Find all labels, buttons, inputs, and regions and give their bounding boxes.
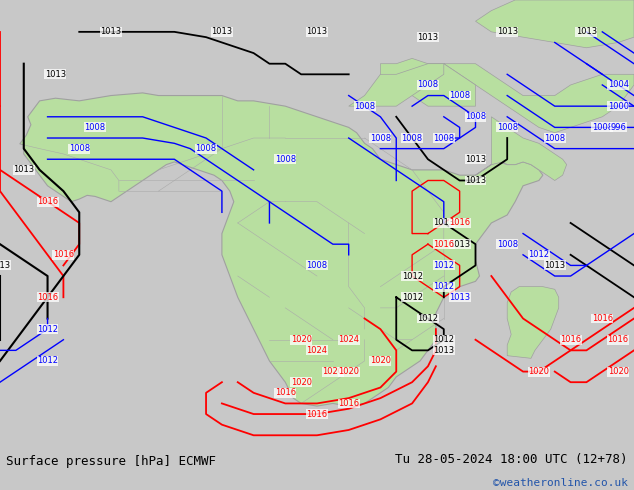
Text: 1008: 1008 — [370, 133, 391, 143]
Text: 1012: 1012 — [433, 335, 455, 344]
Text: 1012: 1012 — [401, 293, 423, 302]
Text: 1016: 1016 — [592, 314, 613, 323]
Text: 1016: 1016 — [306, 410, 328, 418]
Polygon shape — [476, 0, 634, 48]
Text: 1012: 1012 — [528, 250, 550, 259]
Text: 1013: 1013 — [417, 33, 439, 42]
Text: 1016: 1016 — [37, 293, 58, 302]
Text: 1012: 1012 — [433, 282, 455, 291]
Text: 1013: 1013 — [45, 70, 66, 79]
Text: 1012: 1012 — [417, 314, 439, 323]
Text: 1020: 1020 — [338, 367, 359, 376]
Text: 1008: 1008 — [496, 240, 518, 249]
Text: 1013: 1013 — [211, 27, 233, 36]
Text: 1013: 1013 — [13, 165, 34, 174]
Text: 1008: 1008 — [68, 144, 90, 153]
Text: 1020: 1020 — [370, 356, 391, 366]
Text: 1008: 1008 — [354, 101, 375, 111]
Text: 1008: 1008 — [465, 112, 486, 122]
Polygon shape — [412, 64, 634, 133]
Text: 1013: 1013 — [465, 176, 486, 185]
Text: 1008: 1008 — [496, 123, 518, 132]
Text: 1008: 1008 — [401, 133, 423, 143]
Text: 1013: 1013 — [0, 261, 11, 270]
Text: 1000: 1000 — [607, 101, 629, 111]
Text: 1016: 1016 — [338, 399, 359, 408]
Text: 1013: 1013 — [544, 261, 566, 270]
Polygon shape — [349, 64, 444, 106]
Text: 1016: 1016 — [433, 240, 455, 249]
Text: 1012: 1012 — [37, 324, 58, 334]
Text: 1008: 1008 — [306, 261, 328, 270]
Polygon shape — [507, 287, 559, 358]
Polygon shape — [20, 93, 543, 406]
Text: 1016: 1016 — [53, 250, 74, 259]
Text: 1016: 1016 — [449, 219, 470, 227]
Text: ©weatheronline.co.uk: ©weatheronline.co.uk — [493, 478, 628, 489]
Text: 1020: 1020 — [290, 378, 312, 387]
Text: 1008: 1008 — [544, 133, 566, 143]
Polygon shape — [476, 117, 567, 180]
Text: 1013: 1013 — [496, 27, 518, 36]
Text: 1008: 1008 — [195, 144, 217, 153]
Text: 1008: 1008 — [84, 123, 106, 132]
Text: 1008: 1008 — [275, 155, 296, 164]
Text: 1013: 1013 — [433, 219, 455, 227]
Text: 996: 996 — [610, 123, 626, 132]
Text: 1012: 1012 — [433, 261, 455, 270]
Text: 1016: 1016 — [560, 335, 581, 344]
Text: 1008: 1008 — [417, 80, 439, 90]
Text: 1013: 1013 — [449, 240, 470, 249]
Text: 1013: 1013 — [100, 27, 122, 36]
Text: 1024: 1024 — [306, 346, 328, 355]
Text: 1004: 1004 — [607, 80, 629, 90]
Text: 1008: 1008 — [433, 133, 455, 143]
Text: 1016: 1016 — [37, 197, 58, 206]
Text: 1020: 1020 — [607, 367, 629, 376]
Polygon shape — [380, 58, 476, 106]
Text: 1012: 1012 — [401, 271, 423, 281]
Text: Surface pressure [hPa] ECMWF: Surface pressure [hPa] ECMWF — [6, 455, 216, 468]
Text: 1008: 1008 — [449, 91, 470, 100]
Text: 1013: 1013 — [576, 27, 597, 36]
Text: 1008: 1008 — [592, 123, 613, 132]
Text: 1016: 1016 — [607, 335, 629, 344]
Text: 1020: 1020 — [290, 335, 312, 344]
Text: 1013: 1013 — [465, 155, 486, 164]
Text: 1020: 1020 — [528, 367, 550, 376]
Text: Tu 28-05-2024 18:00 UTC (12+78): Tu 28-05-2024 18:00 UTC (12+78) — [395, 453, 628, 466]
Text: 1012: 1012 — [37, 356, 58, 366]
Text: 1020: 1020 — [322, 367, 344, 376]
Text: 1016: 1016 — [275, 388, 296, 397]
Text: 1013: 1013 — [433, 346, 455, 355]
Text: 1024: 1024 — [338, 335, 359, 344]
Text: 1013: 1013 — [449, 293, 470, 302]
Text: 1013: 1013 — [306, 27, 328, 36]
